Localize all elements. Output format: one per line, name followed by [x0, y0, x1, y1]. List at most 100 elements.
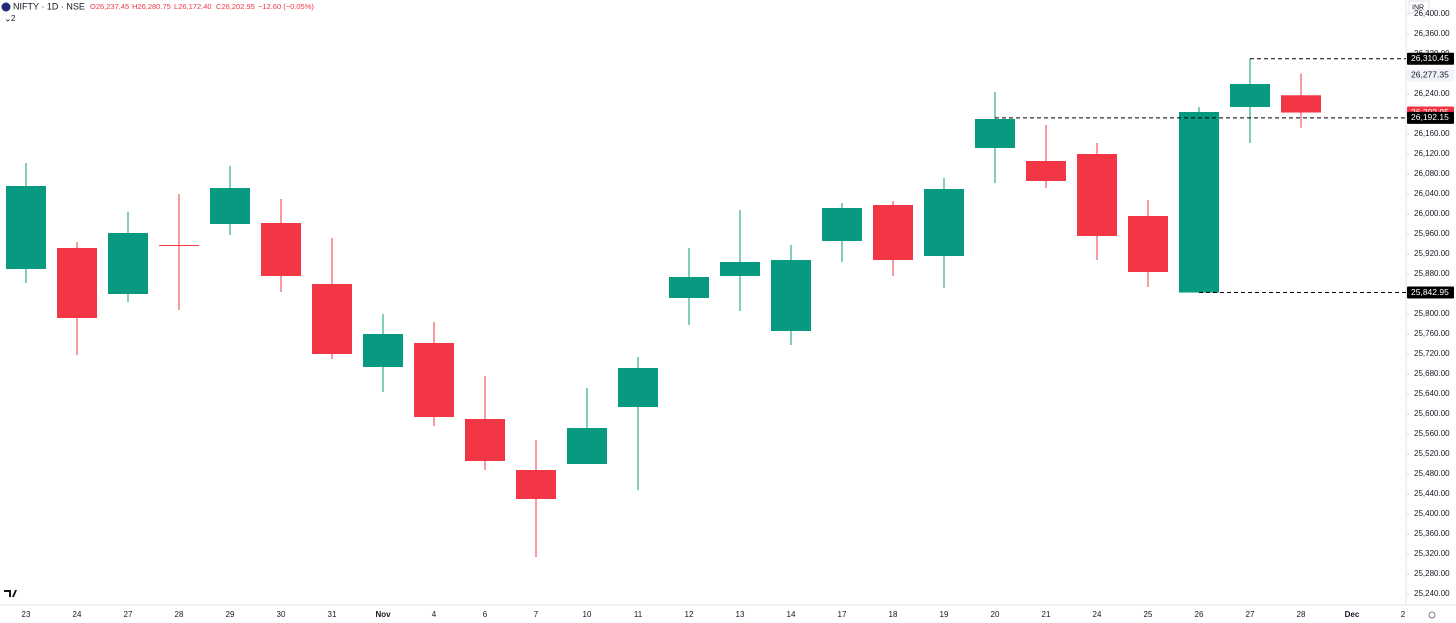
candle-body: [1026, 161, 1066, 181]
candle-body: [6, 186, 46, 269]
x-tick-label: Nov: [375, 610, 391, 619]
y-tick-label: 25,400.00: [1414, 509, 1450, 518]
ohlc-value: O26,237.45: [90, 2, 129, 11]
candle-body: [1230, 84, 1270, 107]
price-label: 25,842.95: [1411, 287, 1449, 297]
y-tick-label: 26,000.00: [1414, 209, 1450, 218]
candle-body: [312, 284, 352, 354]
x-tick-label: 18: [889, 610, 898, 619]
candle-body: [1128, 216, 1168, 272]
x-tick-label: 11: [634, 610, 643, 619]
candle-body: [771, 260, 811, 331]
ohlc-value: −12.60 (−0.05%): [258, 2, 314, 11]
x-tick-label: 14: [787, 610, 796, 619]
x-tick-label: 23: [22, 610, 31, 619]
y-tick-label: 26,400.00: [1414, 9, 1450, 18]
candle-body: [822, 208, 862, 241]
y-tick-label: 25,800.00: [1414, 309, 1450, 318]
candle-body: [873, 205, 913, 260]
price-label-box: [1407, 69, 1454, 82]
currency-box[interactable]: [1408, 0, 1430, 14]
x-tick-label: 25: [1144, 610, 1153, 619]
x-tick-label: 20: [991, 610, 1000, 619]
y-tick-label: 25,960.00: [1414, 229, 1450, 238]
x-tick-label: 4: [432, 610, 437, 619]
candle-body: [1281, 95, 1321, 113]
price-label: 26,277.35: [1411, 70, 1449, 80]
candle-body: [261, 223, 301, 276]
y-tick-label: 25,320.00: [1414, 549, 1450, 558]
y-tick-label: 25,520.00: [1414, 449, 1450, 458]
y-tick-label: 25,360.00: [1414, 529, 1450, 538]
candle-body: [1077, 154, 1117, 236]
y-tick-label: 25,240.00: [1414, 589, 1450, 598]
y-tick-label: 26,120.00: [1414, 149, 1450, 158]
candle-body: [465, 419, 505, 461]
x-tick-label: 27: [124, 610, 133, 619]
symbol-title[interactable]: NIFTY · 1D · NSE: [13, 1, 85, 11]
price-label-box: [1407, 52, 1454, 65]
price-label-box: [1407, 111, 1454, 124]
y-tick-label: 25,440.00: [1414, 489, 1450, 498]
x-tick-label: 12: [685, 610, 694, 619]
tv-logo: [4, 590, 17, 597]
x-tick-label: 28: [175, 610, 184, 619]
y-tick-label: 25,640.00: [1414, 389, 1450, 398]
y-tick-label: 25,600.00: [1414, 409, 1450, 418]
x-tick-label: 21: [1042, 610, 1051, 619]
y-tick-label: 26,080.00: [1414, 169, 1450, 178]
y-tick-label: 26,240.00: [1414, 89, 1450, 98]
x-tick-label: 2: [1401, 610, 1406, 619]
y-tick-label: 25,480.00: [1414, 469, 1450, 478]
x-tick-label: 7: [534, 610, 539, 619]
x-tick-label: 28: [1297, 610, 1306, 619]
price-label-box: [1407, 286, 1454, 299]
x-tick-label: 29: [226, 610, 235, 619]
price-label: 26,310.45: [1411, 53, 1449, 63]
y-tick-label: 26,160.00: [1414, 129, 1450, 138]
y-tick-label: 25,280.00: [1414, 569, 1450, 578]
x-tick-label: 6: [483, 610, 488, 619]
y-tick-label: 25,880.00: [1414, 269, 1450, 278]
x-tick-label: 19: [940, 610, 949, 619]
x-tick-label: 27: [1246, 610, 1255, 619]
candle-body: [669, 277, 709, 298]
y-tick-label: 25,760.00: [1414, 329, 1450, 338]
candle-body: [414, 343, 454, 417]
candle-body: [159, 245, 199, 246]
candle-body: [924, 189, 964, 256]
x-tick-label: 10: [583, 610, 592, 619]
candle-body: [210, 188, 250, 224]
candle-body: [57, 248, 97, 318]
y-tick-label: 25,720.00: [1414, 349, 1450, 358]
candle-body: [618, 368, 658, 407]
ohlc-value: L26,172.40: [174, 2, 212, 11]
ohlc-legend: O26,237.45 H26,280.75 L26,172.40 C26,202.95…: [90, 2, 314, 11]
indicator-count[interactable]: 2: [11, 14, 16, 23]
x-tick-label: 24: [73, 610, 82, 619]
currency[interactable]: INR: [1412, 4, 1424, 11]
y-tick-label: 26,360.00: [1414, 29, 1450, 38]
ohlc-value: H26,280.75: [132, 2, 171, 11]
y-tick-label: 26,040.00: [1414, 189, 1450, 198]
candle-body: [567, 428, 607, 464]
candle-body: [516, 470, 556, 499]
x-tick-label: 30: [277, 610, 286, 619]
x-tick-label: 17: [838, 610, 847, 619]
x-tick-label: 26: [1195, 610, 1204, 619]
symbol-logo: [1, 2, 11, 12]
y-tick-label: 25,560.00: [1414, 429, 1450, 438]
candle-body: [1179, 112, 1219, 293]
settings-icon[interactable]: [1428, 611, 1436, 619]
indicator-toggle[interactable]: ⌄: [4, 13, 12, 23]
x-tick-label: 13: [736, 610, 745, 619]
x-tick-label: Dec: [1345, 610, 1360, 619]
price-label: 26,202.95: [1411, 107, 1449, 117]
y-tick-label: 25,680.00: [1414, 369, 1450, 378]
candle-body: [108, 233, 148, 294]
ohlc-value: C26,202.95: [216, 2, 255, 11]
candle-body: [720, 262, 760, 276]
candle-body: [975, 119, 1015, 148]
x-tick-label: 31: [328, 610, 337, 619]
